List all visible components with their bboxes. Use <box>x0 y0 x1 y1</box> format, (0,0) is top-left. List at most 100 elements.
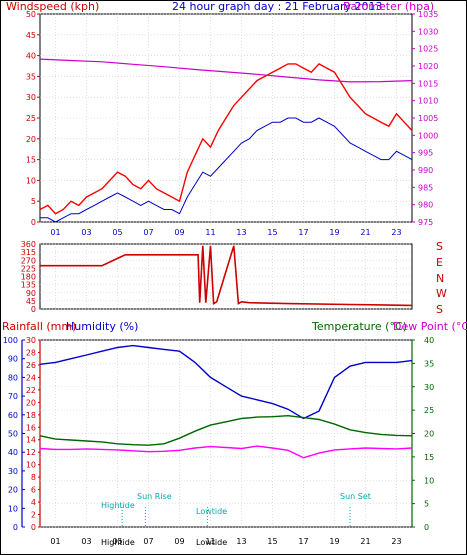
direction-tick-label: 0 <box>31 305 36 314</box>
dewpoint-axis-label: Dew Point (°C) <box>393 320 467 333</box>
rain-tick-label: 28 <box>26 348 36 357</box>
temp-tick-label: 10 <box>424 476 434 485</box>
direction-tick-label: 270 <box>21 256 36 265</box>
top-right-tick-label: 1010 <box>418 97 438 106</box>
direction-tick-label: 90 <box>26 289 36 298</box>
temperature-series <box>39 414 413 446</box>
top-left-tick-label: 5 <box>31 197 36 206</box>
top-x-tick-label: 21 <box>360 228 370 237</box>
barometer-axis-label: Barometer (hpa) <box>343 0 434 13</box>
top-x-tick-label: 17 <box>298 228 308 237</box>
top-left-tick-label: 40 <box>26 52 36 61</box>
top-x-tick-label: 03 <box>81 228 91 237</box>
humidity-axis-label: Humidity (%) <box>66 320 138 333</box>
top-x-tick-label: 11 <box>205 228 215 237</box>
humidity-tick-label: 70 <box>8 392 18 401</box>
climate-x-tick-label: 09 <box>174 537 184 546</box>
humidity-tick-label: 0 <box>13 523 18 532</box>
top-right-tick-label: 1035 <box>418 10 438 19</box>
top-left-tick-label: 20 <box>26 135 36 144</box>
rain-tick-label: 16 <box>26 423 36 432</box>
dewpoint-series <box>39 445 413 459</box>
wind-direction-series <box>40 245 413 307</box>
direction-tick-label: 180 <box>21 273 36 282</box>
dir-label-w: W <box>436 287 447 300</box>
rain-tick-label: 22 <box>26 386 36 395</box>
top-right-tick-label: 995 <box>418 149 433 158</box>
climate-x-tick-label: 17 <box>298 537 308 546</box>
annotation-high-tide-axis: Hightide <box>101 538 135 547</box>
rain-tick-label: 12 <box>26 448 36 457</box>
top-left-tick-label: 25 <box>26 114 36 123</box>
direction-tick-label: 135 <box>21 281 36 290</box>
top-x-tick-label: 23 <box>391 228 401 237</box>
rain-tick-label: 4 <box>31 498 36 507</box>
annotation-low-tide: Lowtide <box>196 507 227 516</box>
top-left-tick-label: 0 <box>31 218 36 227</box>
rain-tick-label: 14 <box>26 436 36 445</box>
humidity-tick-label: 50 <box>8 430 18 439</box>
humidity-tick-label: 30 <box>8 467 18 476</box>
rain-tick-label: 0 <box>31 523 36 532</box>
temp-tick-label: 0 <box>424 523 429 532</box>
climate-x-tick-label: 01 <box>50 537 60 546</box>
direction-tick-label: 315 <box>21 248 36 257</box>
top-left-tick-label: 35 <box>26 72 36 81</box>
climate-x-tick-label: 13 <box>236 537 246 546</box>
rain-tick-label: 8 <box>31 473 36 482</box>
top-right-tick-label: 1005 <box>418 114 438 123</box>
dir-label-s-top: S <box>436 240 443 253</box>
climate-x-tick-label: 15 <box>267 537 277 546</box>
humidity-tick-label: 100 <box>3 336 18 345</box>
dir-label-n: N <box>436 272 444 285</box>
temp-tick-label: 15 <box>424 453 434 462</box>
rain-tick-label: 24 <box>26 373 36 382</box>
annotation-sun-rise: Sun Rise <box>137 492 172 501</box>
top-right-tick-label: 1015 <box>418 79 438 88</box>
temp-tick-label: 25 <box>424 406 434 415</box>
humidity-series <box>39 344 413 420</box>
top-x-tick-label: 13 <box>236 228 246 237</box>
top-right-tick-label: 1000 <box>418 131 438 140</box>
rain-tick-label: 18 <box>26 411 36 420</box>
climate-x-tick-label: 21 <box>360 537 370 546</box>
top-right-tick-label: 975 <box>418 218 433 227</box>
top-right-tick-label: 985 <box>418 183 433 192</box>
humidity-tick-label: 60 <box>8 411 18 420</box>
direction-tick-label: 225 <box>21 264 36 273</box>
rain-tick-label: 26 <box>26 361 36 370</box>
rain-tick-label: 2 <box>31 511 36 520</box>
top-left-tick-label: 30 <box>26 93 36 102</box>
top-x-tick-label: 05 <box>112 228 122 237</box>
rain-tick-label: 20 <box>26 398 36 407</box>
climate-x-tick-label: 07 <box>143 537 153 546</box>
annotation-low-tide-axis: Lowtide <box>196 538 227 547</box>
climate-x-tick-label: 11 <box>205 537 215 546</box>
top-left-tick-label: 50 <box>26 10 36 19</box>
chart-title: 24 hour graph day : 21 February 2013 <box>172 0 383 13</box>
humidity-tick-label: 80 <box>8 373 18 382</box>
annotation-sun-set: Sun Set <box>340 492 371 501</box>
humidity-tick-label: 20 <box>8 486 18 495</box>
top-right-tick-label: 1020 <box>418 62 438 71</box>
rain-tick-label: 10 <box>26 461 36 470</box>
top-x-tick-label: 07 <box>143 228 153 237</box>
top-x-tick-label: 01 <box>50 228 60 237</box>
temp-tick-label: 5 <box>424 500 429 509</box>
top-left-tick-label: 45 <box>26 31 36 40</box>
top-right-tick-label: 1030 <box>418 27 438 36</box>
top-right-tick-label: 980 <box>418 201 433 210</box>
top-right-tick-label: 1025 <box>418 45 438 54</box>
rainfall-axis-label: Rainfall (mm) <box>2 320 76 333</box>
top-left-tick-label: 15 <box>26 156 36 165</box>
temperature-axis-label: Temperature (°C) <box>311 320 407 333</box>
dir-label-e: E <box>436 256 443 269</box>
top-right-tick-label: 990 <box>418 166 433 175</box>
windspeed-axis-label: Windspeed (kph) <box>6 0 99 13</box>
humidity-tick-label: 10 <box>8 504 18 513</box>
wind-gust-series <box>39 63 413 215</box>
temp-tick-label: 30 <box>424 383 434 392</box>
wind-avg-series <box>40 117 413 223</box>
climate-x-tick-label: 03 <box>81 537 91 546</box>
